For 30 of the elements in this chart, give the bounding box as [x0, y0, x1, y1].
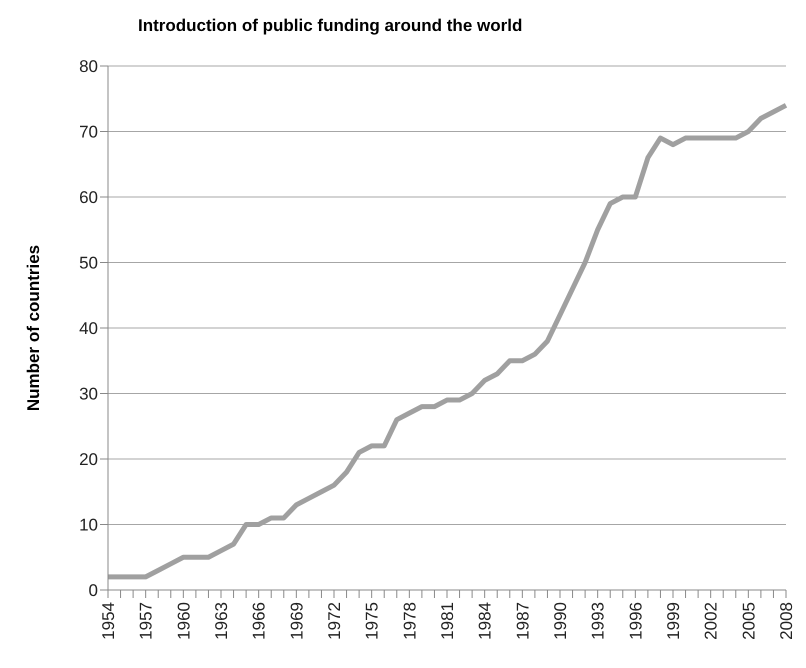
x-tick-label: 2005	[739, 602, 758, 640]
x-tick-label: 2002	[702, 602, 721, 640]
y-tick-label: 20	[79, 450, 98, 470]
y-axis-title: Number of countries	[24, 244, 44, 412]
y-tick-label: 0	[88, 581, 98, 600]
x-tick-label: 2008	[777, 602, 796, 640]
x-tick-label: 1981	[438, 602, 458, 640]
y-tick-label: 60	[79, 188, 98, 208]
x-tick-label: 1978	[400, 602, 420, 640]
x-tick-label: 1990	[551, 602, 570, 640]
x-tick-label: 1996	[626, 602, 646, 640]
x-tick-label: 1957	[136, 602, 156, 640]
x-tick-label: 1972	[325, 602, 344, 640]
x-tick-label: 1969	[287, 602, 306, 640]
x-tick-label: 1975	[362, 602, 382, 640]
x-tick-label: 1999	[664, 602, 684, 640]
x-tick-label: 1993	[588, 602, 608, 640]
y-tick-label: 50	[79, 254, 98, 273]
x-tick-label: 1987	[513, 602, 532, 640]
y-tick-label: 40	[79, 319, 98, 338]
x-tick-label: 1966	[250, 602, 269, 640]
chart-title: Introduction of public funding around the world	[138, 16, 522, 36]
x-tick-label: 1954	[99, 602, 118, 640]
y-tick-label: 10	[79, 516, 98, 535]
y-tick-label: 80	[79, 57, 98, 76]
y-tick-label: 30	[79, 384, 98, 404]
x-tick-label: 1960	[174, 602, 194, 640]
x-tick-label: 1984	[476, 602, 495, 640]
x-tick-label: 1963	[212, 602, 232, 640]
y-tick-label: 70	[79, 122, 98, 142]
